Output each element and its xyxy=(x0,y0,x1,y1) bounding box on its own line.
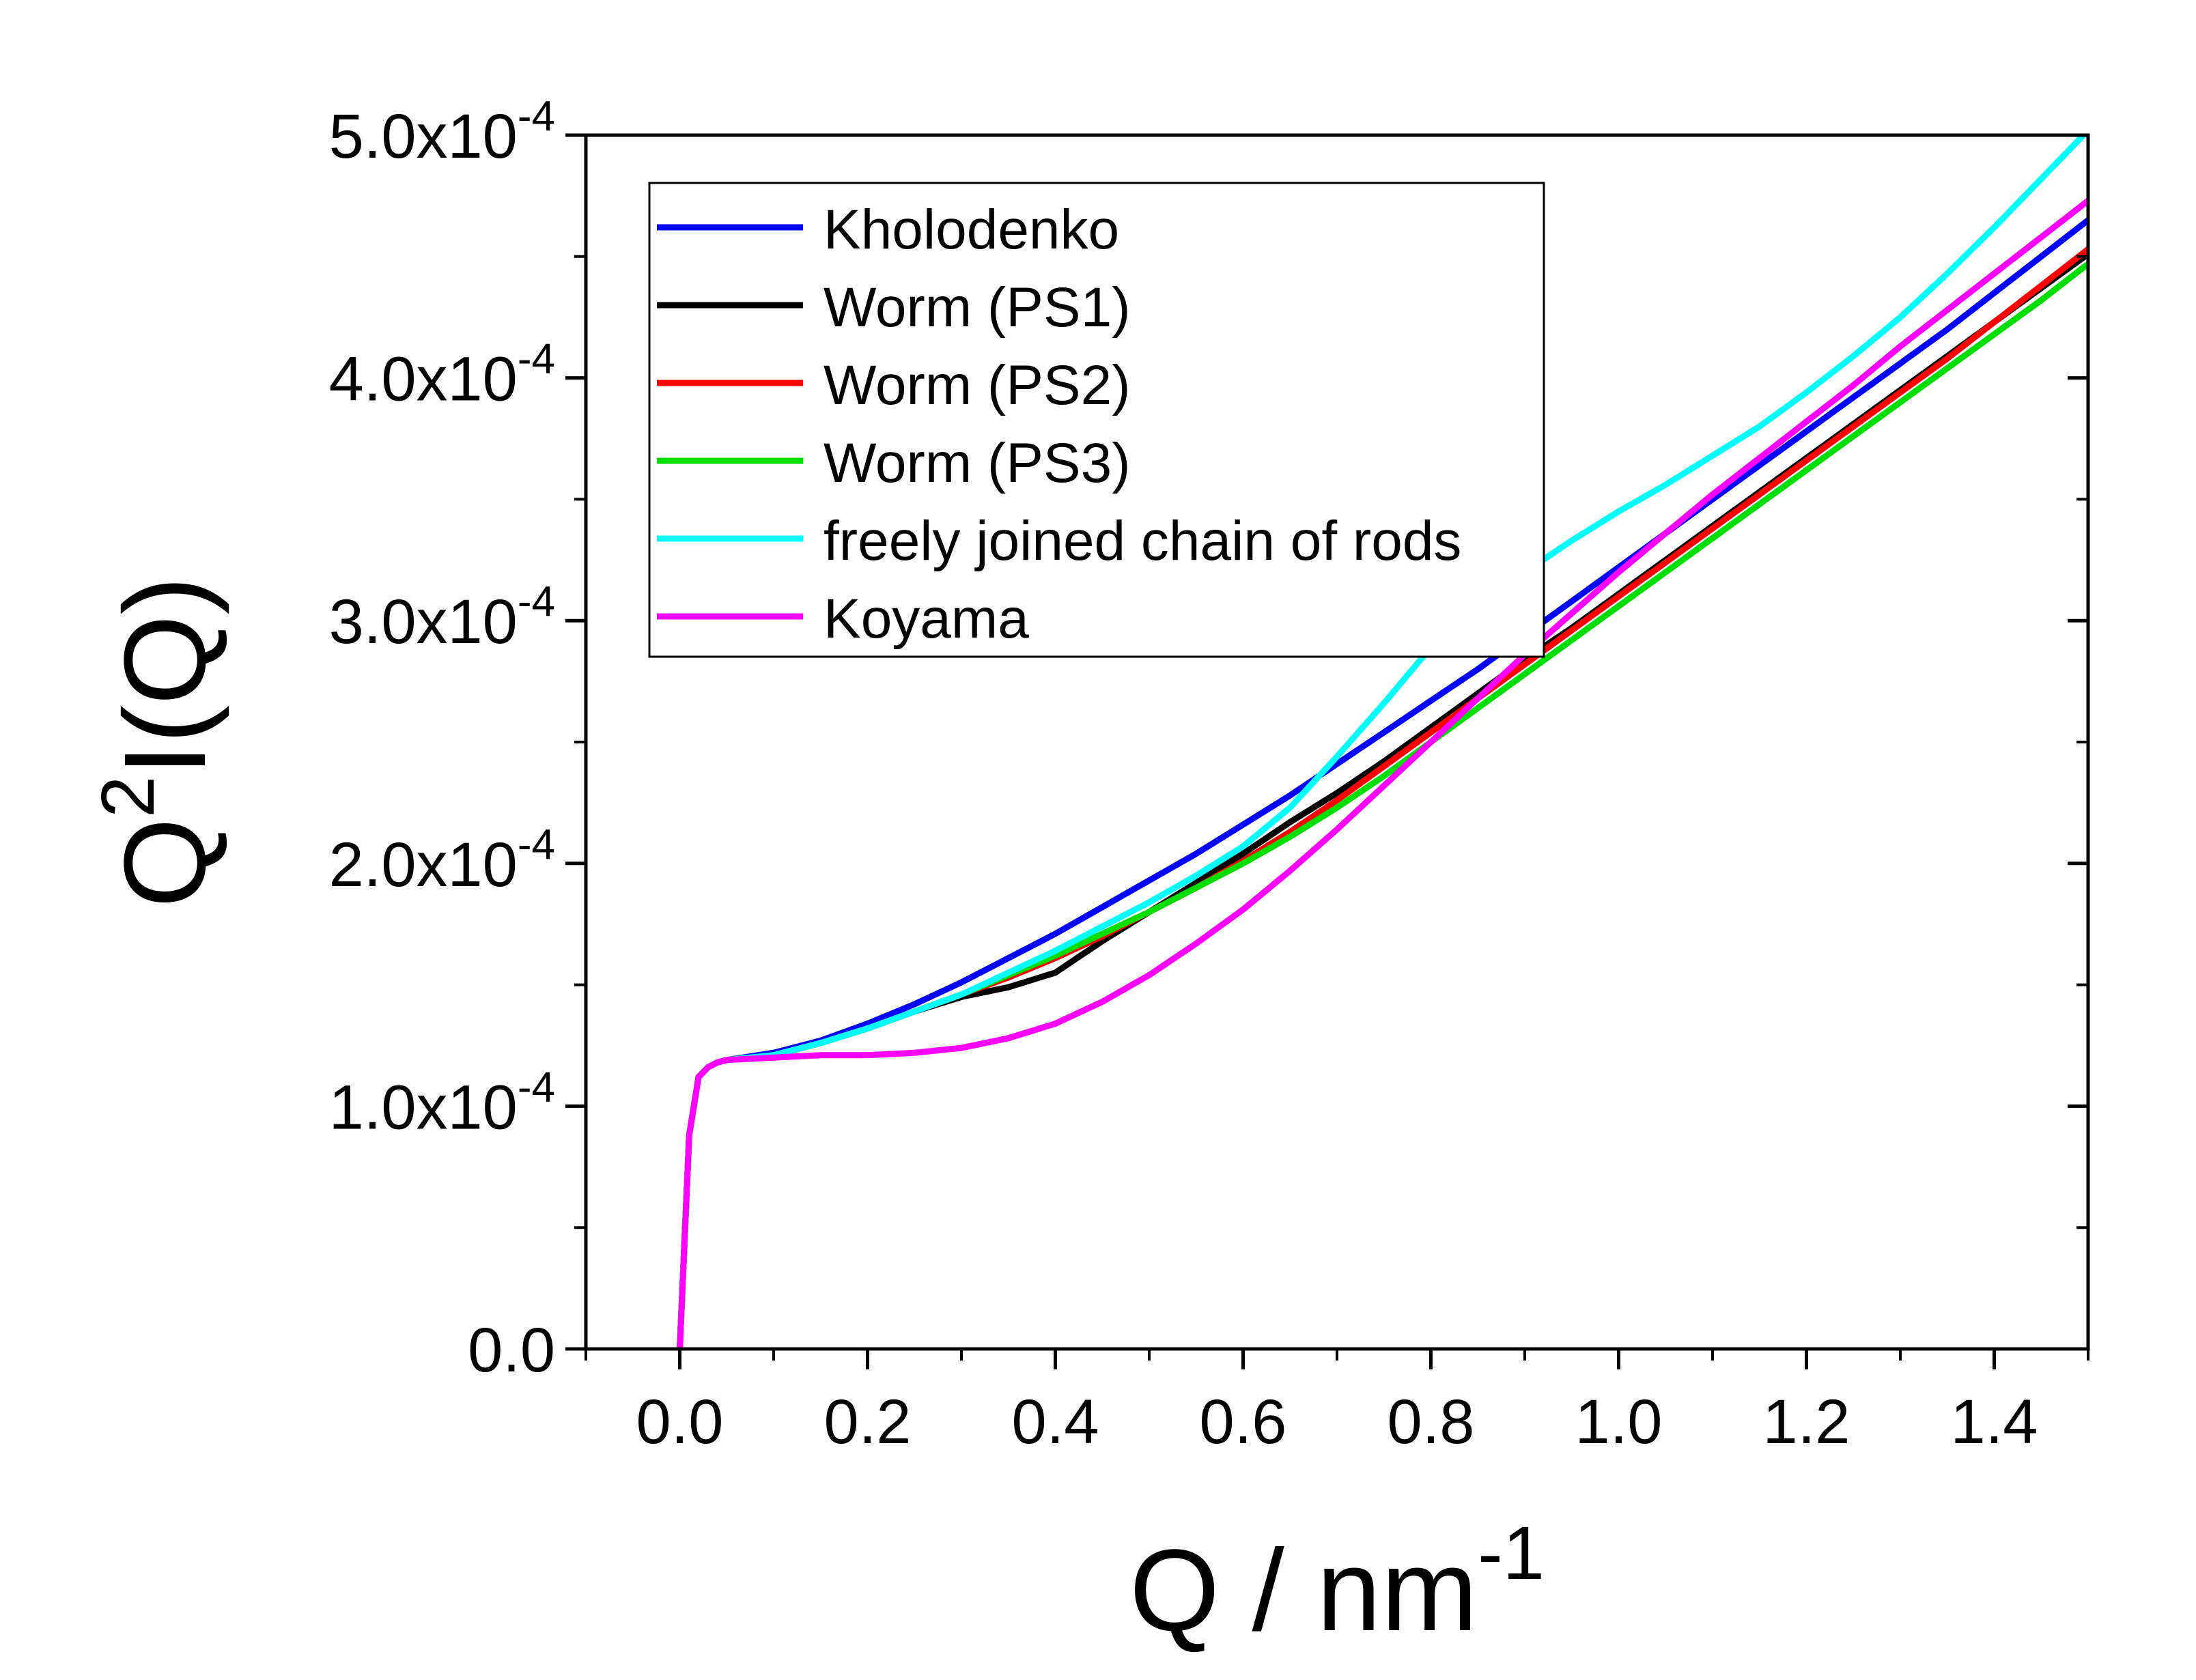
y-tick-label-base: 1.0x10 xyxy=(329,1072,518,1142)
y-tick-label-exponent: -4 xyxy=(518,336,555,383)
x-tick-label: 0.0 xyxy=(636,1387,724,1457)
legend-label: Koyama xyxy=(824,588,1029,650)
y-tick-label-exponent: -4 xyxy=(518,93,555,140)
series-line-koyama xyxy=(677,197,2088,1349)
legend: Kholodenko Worm (PS1) Worm (PS2) Worm (PS3)… xyxy=(648,182,1545,658)
legend-label: freely joined chain of rods xyxy=(824,510,1461,572)
legend-box xyxy=(648,182,1545,658)
x-tick-label: 1.2 xyxy=(1763,1387,1850,1457)
y-axis-title-rest: I(Q) xyxy=(100,576,230,776)
x-axis-title: Q / nm-1 xyxy=(1129,1511,1545,1655)
y-tick-label: 5.0x10-4 xyxy=(329,93,555,171)
y-tick-label-exponent: -4 xyxy=(518,821,555,868)
x-tick-label: 0.4 xyxy=(1012,1387,1099,1457)
y-tick-label-base: 2.0x10 xyxy=(329,830,518,900)
series-layer xyxy=(677,135,2088,1349)
legend-label: Worm (PS1) xyxy=(824,276,1131,339)
y-tick-label-base: 3.0x10 xyxy=(329,587,518,657)
x-axis-title-base: Q / nm xyxy=(1129,1526,1478,1655)
y-tick-label-base: 0.0 xyxy=(468,1315,555,1385)
legend-label: Worm (PS3) xyxy=(824,432,1131,494)
x-axis-title-sup: -1 xyxy=(1478,1511,1545,1595)
y-tick-label-exponent: -4 xyxy=(518,578,555,625)
y-tick-label: 2.0x10-4 xyxy=(329,821,555,900)
y-tick-label: 1.0x10-4 xyxy=(329,1064,555,1142)
x-tick-label: 1.4 xyxy=(1951,1387,2038,1457)
x-tick-label: 0.6 xyxy=(1200,1387,1287,1457)
tick-layer xyxy=(565,133,2089,1369)
y-axis-title-base: Q xyxy=(100,818,230,908)
y-axis-title: Q2I(Q) xyxy=(86,576,230,908)
legend-items: Kholodenko Worm (PS1) Worm (PS2) Worm (PS3)… xyxy=(657,199,1461,650)
y-tick-label: 0.0 xyxy=(468,1315,555,1385)
y-tick-label-base: 4.0x10 xyxy=(329,345,518,414)
y-tick-label: 3.0x10-4 xyxy=(329,578,555,657)
legend-label: Kholodenko xyxy=(824,199,1119,261)
y-axis-title-sup: 2 xyxy=(86,776,170,818)
y-tick-label: 4.0x10-4 xyxy=(329,336,555,414)
legend-label: Worm (PS2) xyxy=(824,354,1131,416)
y-tick-label-base: 5.0x10 xyxy=(329,102,518,171)
x-tick-label: 0.2 xyxy=(824,1387,912,1457)
tick-label-layer: 0.0 0.2 0.4 0.6 0.8 1.0 1.2 1.40.01.0x10-42.0x1… xyxy=(329,93,2038,1457)
x-tick-label: 1.0 xyxy=(1575,1387,1663,1457)
x-tick-label: 0.8 xyxy=(1388,1387,1475,1457)
y-tick-label-exponent: -4 xyxy=(518,1064,555,1111)
